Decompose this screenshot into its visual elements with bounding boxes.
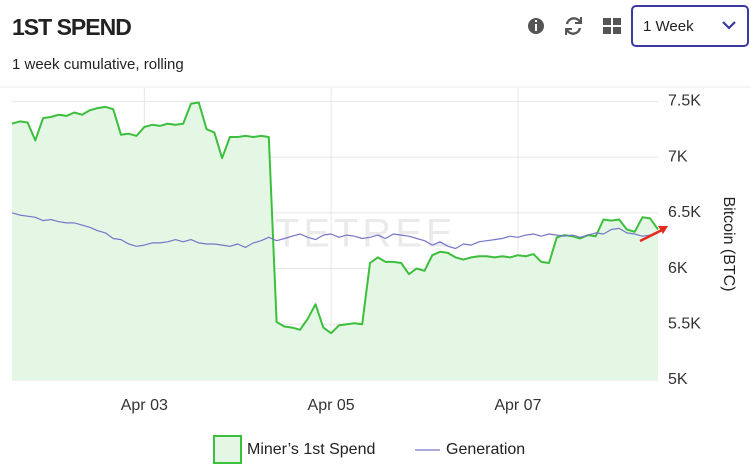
y-tick-label: 5K xyxy=(668,371,688,388)
range-dropdown[interactable]: 1 Week xyxy=(631,5,749,47)
y-tick-label: 7K xyxy=(668,148,688,165)
chart-title: 1ST SPEND xyxy=(12,14,131,40)
legend-swatch xyxy=(213,435,242,464)
x-tick-label: Apr 05 xyxy=(308,397,355,414)
y-tick-label: 6.5K xyxy=(668,204,701,221)
legend-label: Miner’s 1st Spend xyxy=(247,441,375,458)
annotation-arrowhead xyxy=(658,226,668,234)
x-tick-label: Apr 03 xyxy=(121,397,168,414)
legend-label: Generation xyxy=(446,441,525,458)
x-tick-label: Apr 07 xyxy=(494,397,541,414)
refresh-icon[interactable] xyxy=(565,17,582,35)
layout-icon[interactable] xyxy=(603,18,621,34)
y-tick-label: 7.5K xyxy=(668,93,701,110)
series-line xyxy=(11,212,659,250)
y-axis-title: Bitcoin (BTC) xyxy=(720,196,737,291)
info-icon[interactable] xyxy=(528,18,544,34)
annotation-arrow xyxy=(639,227,665,243)
area xyxy=(12,102,658,380)
dropdown-label: 1 Week xyxy=(643,18,694,35)
chart-subtitle: 1 week cumulative, rolling xyxy=(12,56,184,73)
series-line xyxy=(11,101,659,335)
y-tick-label: 5.5K xyxy=(668,315,701,332)
y-tick-label: 6K xyxy=(668,260,688,277)
